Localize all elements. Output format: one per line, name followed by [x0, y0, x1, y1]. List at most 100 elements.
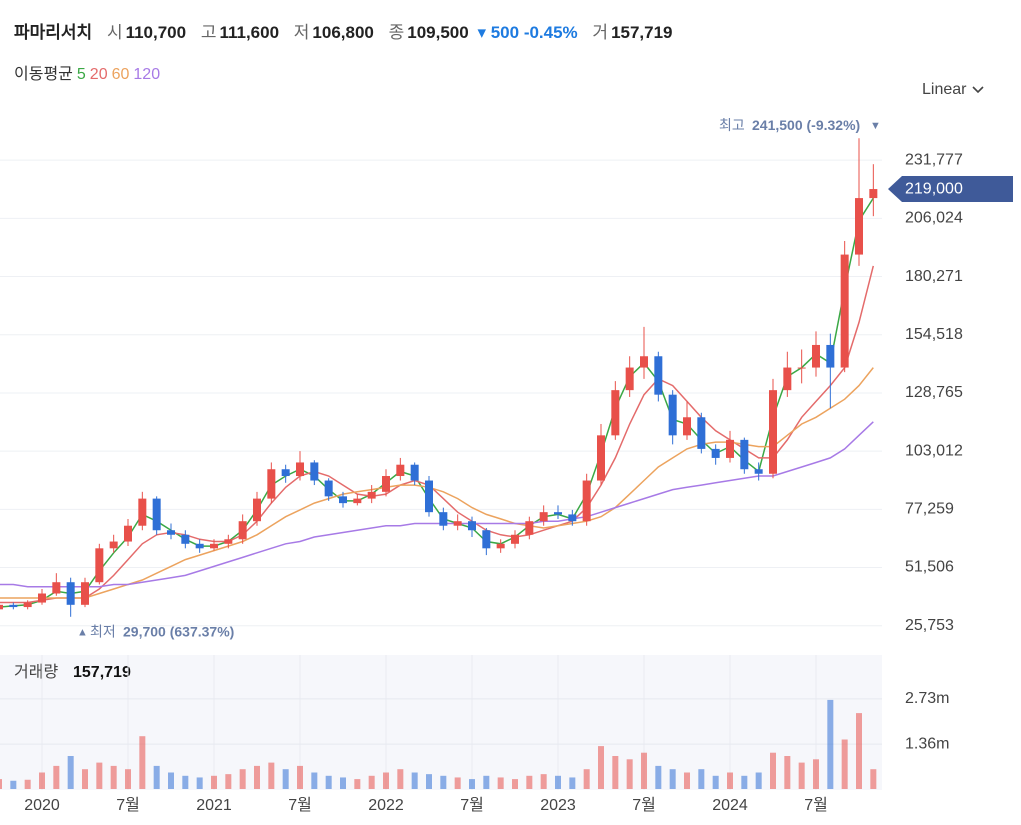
y-tick-label: 51,506	[905, 559, 954, 576]
volume-bar	[755, 772, 762, 789]
volume-bar	[440, 775, 447, 789]
change-pct: -0.45%	[523, 23, 578, 42]
volume-bar	[368, 775, 375, 789]
volume-bar	[297, 765, 303, 789]
x-tick-label: 7월	[460, 796, 484, 814]
candle-body	[869, 189, 878, 199]
x-tick-label: 2023	[540, 797, 576, 814]
candle-body	[812, 344, 820, 368]
volume-bar	[411, 772, 418, 789]
candle-body	[9, 604, 18, 608]
max-label: 최고	[719, 117, 745, 133]
candle-body	[167, 530, 175, 535]
dropdown-label: Linear	[922, 81, 967, 98]
volume-bar	[282, 769, 289, 789]
candle-body	[310, 462, 319, 481]
candle-body	[625, 367, 634, 391]
legend-label: 이동평균	[14, 66, 73, 83]
volume-bar	[254, 765, 260, 789]
x-tick-label: 7월	[288, 796, 312, 814]
value: 110,700	[125, 23, 187, 42]
value: 111,600	[219, 23, 280, 42]
volume-bar	[211, 775, 217, 789]
y-tick-label: 206,024	[905, 210, 963, 227]
volume-bar	[268, 762, 275, 789]
volume-bar	[526, 775, 533, 789]
candle-body	[539, 512, 548, 522]
candle-body	[582, 480, 591, 522]
candle-body	[124, 525, 132, 542]
candle-body	[238, 521, 247, 540]
ma-line	[0, 367, 874, 599]
volume-bar	[24, 779, 31, 789]
volume-bar	[569, 777, 576, 789]
ma-line	[0, 197, 874, 608]
min-arrow: ▲	[77, 627, 88, 639]
volume-bar	[168, 772, 174, 789]
label: 고	[200, 23, 217, 42]
x-tick-label: 2020	[24, 797, 60, 814]
candle-body	[525, 521, 534, 535]
volume-bar	[354, 779, 361, 789]
candle-body	[0, 604, 3, 610]
legend-entry: 60	[111, 66, 130, 83]
candle-body	[840, 254, 849, 368]
volume-bar	[727, 772, 733, 789]
candle-body	[253, 498, 261, 522]
candle-body	[224, 539, 233, 544]
candle-body	[38, 593, 46, 603]
x-tick-label: 7월	[632, 796, 656, 814]
candle-body	[66, 582, 75, 605]
candle-body	[468, 521, 476, 531]
volume-bar	[798, 762, 805, 789]
candle-body	[382, 476, 390, 492]
volume-bar	[110, 765, 117, 789]
candle-body	[554, 512, 562, 515]
volume-panel-bg	[0, 655, 882, 790]
candle-body	[640, 356, 648, 368]
candle-body	[855, 198, 863, 255]
y-tick-label: 128,765	[905, 384, 963, 401]
ma-line	[0, 265, 875, 604]
volume-bar	[139, 736, 146, 789]
y-tick-label: 25,753	[905, 617, 954, 634]
volume-bar	[555, 775, 561, 789]
volume-bar	[454, 777, 461, 789]
candle-body	[296, 462, 304, 477]
volume-bar	[0, 779, 2, 789]
down-arrow: ▾	[477, 23, 491, 42]
label: 시	[106, 23, 123, 42]
label: 저	[293, 23, 310, 42]
volume-bar	[856, 713, 862, 789]
candle-body	[597, 435, 605, 481]
volume-bar	[641, 752, 647, 789]
volume-bar	[397, 769, 404, 789]
chevron	[972, 86, 984, 93]
stock-name: 파마리서치	[14, 23, 93, 42]
label: 종	[388, 23, 405, 42]
candle-body	[152, 498, 161, 531]
price-tag-label: 219,000	[905, 180, 963, 197]
legend-entry: 120	[133, 66, 161, 83]
volume-bar	[870, 769, 877, 789]
volume-bar	[10, 780, 17, 789]
legend-entry: 5	[76, 66, 86, 83]
candle-body	[711, 448, 720, 458]
volume-bar	[583, 769, 590, 789]
scale-dropdown[interactable]: Linear	[922, 81, 985, 99]
candle-body	[683, 417, 691, 436]
volume-bar	[827, 699, 834, 789]
volume-bar	[53, 765, 60, 789]
candle-body	[482, 530, 491, 549]
volume-bar	[784, 756, 791, 789]
y-tick-label: 2.73m	[905, 690, 949, 707]
ma-line	[0, 421, 874, 588]
volume-bar	[841, 739, 848, 789]
y-tick-label: 154,518	[905, 326, 963, 343]
min-label: 최저	[90, 623, 116, 639]
candle-body	[754, 469, 763, 474]
volume-bar	[82, 769, 88, 789]
candle-body	[425, 480, 433, 513]
candle-body	[697, 417, 706, 449]
